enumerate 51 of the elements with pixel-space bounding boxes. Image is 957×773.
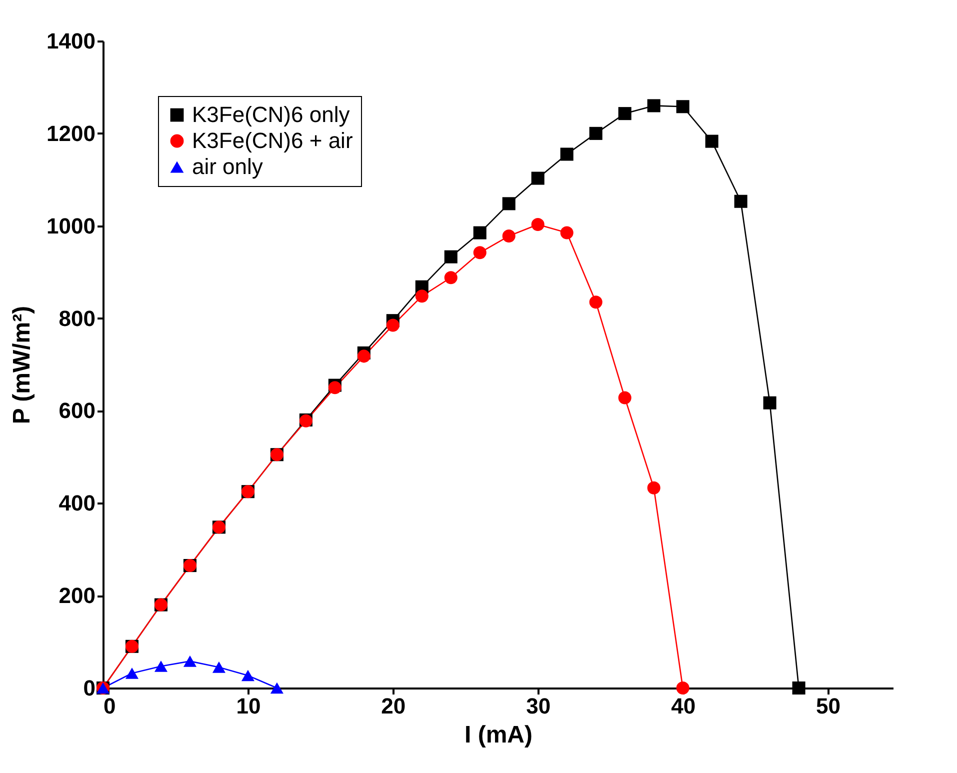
- x-axis-title: I (mA): [464, 722, 532, 748]
- point: [647, 99, 660, 112]
- point: [241, 670, 254, 682]
- point: [589, 296, 602, 309]
- point: [589, 126, 602, 140]
- point: [792, 681, 806, 695]
- point: [618, 107, 632, 120]
- point: [357, 350, 370, 363]
- x-tick-label: 0: [104, 694, 116, 718]
- point: [415, 290, 428, 303]
- point: [734, 194, 748, 208]
- y-tick-label: 1400: [46, 28, 96, 54]
- y-tick-label: 1000: [46, 213, 96, 238]
- point: [444, 271, 458, 284]
- point: [154, 660, 168, 672]
- point: [676, 681, 690, 695]
- y-axis-title: P (mW/m²): [8, 306, 36, 424]
- point: [676, 100, 690, 114]
- x-tick-label: 50: [816, 694, 841, 718]
- point: [560, 226, 574, 240]
- point: [473, 246, 486, 260]
- point: [531, 172, 544, 185]
- y-tick-label: 1200: [46, 120, 96, 146]
- point: [270, 682, 284, 694]
- point: [328, 381, 342, 394]
- x-tick-label: 20: [381, 694, 406, 718]
- y-tick-label: 200: [58, 583, 96, 608]
- point: [618, 391, 632, 404]
- legend-label: K3Fe(CN)6 only: [192, 102, 350, 127]
- point: [647, 481, 660, 494]
- point: [183, 656, 196, 667]
- y-tick-label: 800: [58, 306, 96, 331]
- legend-label: K3Fe(CN)6 + air: [192, 128, 353, 153]
- point: [473, 226, 486, 240]
- x-tick-label: 40: [671, 694, 696, 718]
- y-tick-label: 400: [58, 490, 96, 516]
- x-tick-label: 30: [526, 694, 551, 718]
- y-tick-label: 0: [83, 676, 96, 700]
- legend-label: air only: [192, 154, 263, 179]
- point: [531, 218, 544, 231]
- point: [386, 318, 400, 332]
- x-tick-label: 10: [236, 694, 261, 718]
- point: [212, 662, 226, 673]
- point: [502, 230, 516, 243]
- point: [502, 197, 516, 210]
- point: [763, 396, 776, 410]
- point: [444, 250, 458, 264]
- point: [705, 134, 718, 148]
- point: [560, 148, 574, 161]
- point: [125, 668, 139, 679]
- y-tick-label: 600: [58, 398, 96, 424]
